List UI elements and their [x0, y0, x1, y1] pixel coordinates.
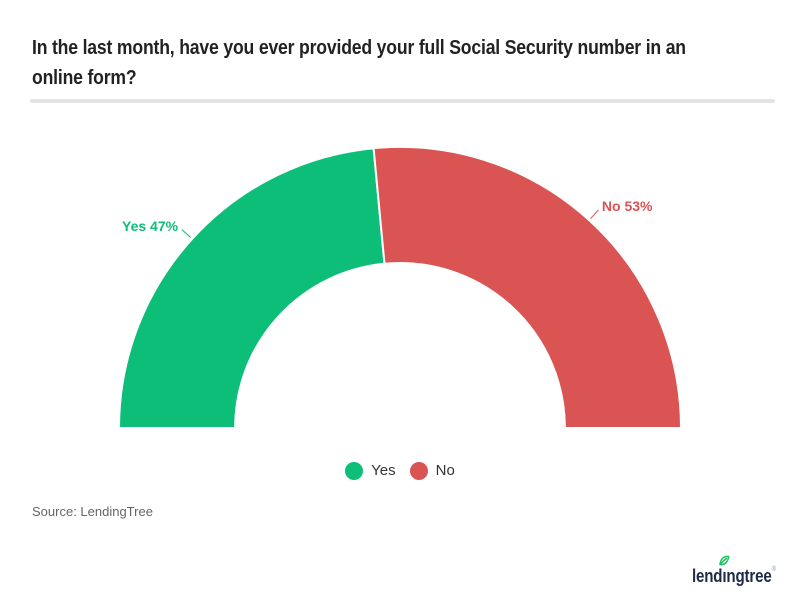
logo-text-part2: ngtree [726, 566, 772, 586]
legend-label-yes: Yes [371, 462, 396, 479]
title-divider [30, 99, 775, 103]
legend-marker-yes [345, 462, 364, 480]
logo-letter-i: ı [719, 555, 730, 587]
chart-legend: Yes No [0, 462, 800, 480]
source-text: Source: LendingTree [32, 504, 153, 519]
label-connector-no [590, 209, 599, 220]
chart-title-line2: online form? [32, 67, 137, 89]
legend-marker-no [409, 462, 428, 480]
legend-item-no[interactable]: No [409, 462, 455, 480]
slice-yes[interactable] [117, 147, 386, 429]
chart-title: In the last month, have you ever provide… [32, 33, 771, 93]
semi-donut-svg: Yes 47% No 53% [117, 145, 683, 429]
registered-mark: ® [771, 566, 776, 573]
leaf-icon [719, 555, 730, 566]
label-connector-yes [181, 229, 192, 238]
slice-no[interactable] [372, 145, 683, 429]
legend-label-no: No [435, 462, 455, 479]
lendingtree-logo: lend ıngtree® [692, 555, 776, 587]
legend-item-yes[interactable]: Yes [345, 462, 396, 480]
semi-donut-chart: Yes 47% No 53% [0, 120, 800, 440]
slice-label-no: No 53% [602, 198, 653, 214]
chart-title-line1: In the last month, have you ever provide… [32, 37, 686, 59]
logo-dotless-i: ı [722, 566, 727, 586]
logo-text-part1: lend [692, 566, 723, 586]
slice-label-yes: Yes 47% [122, 218, 179, 234]
